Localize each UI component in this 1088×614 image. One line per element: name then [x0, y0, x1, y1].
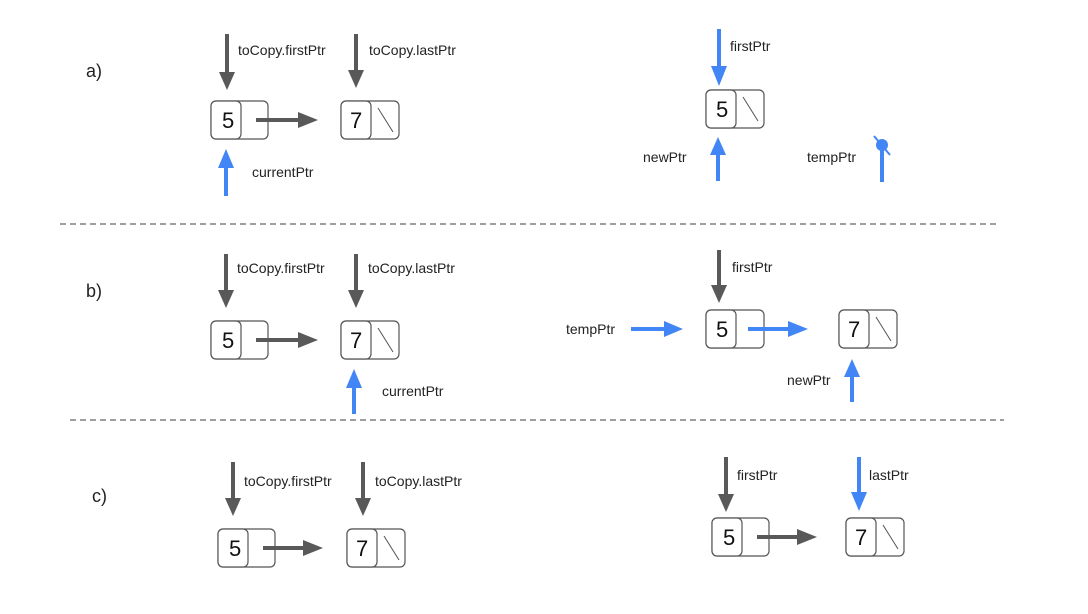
b-firstptr-arrow [711, 250, 727, 303]
b-node-5 [210, 320, 269, 360]
c-new-next-arrow [757, 529, 817, 545]
b-null-slash [377, 327, 394, 353]
b-tempptr-label: tempPtr [566, 321, 615, 337]
a-null-slash [377, 107, 394, 133]
b-new-node-5-value: 5 [716, 317, 728, 342]
section-b-label: b) [86, 281, 102, 301]
b-firstptr-label: firstPtr [732, 259, 773, 275]
b-currentptr-label: currentPtr [382, 383, 444, 399]
c-tocopy-lastptr-label: toCopy.lastPtr [375, 473, 462, 489]
b-tocopy-lastptr-label: toCopy.lastPtr [368, 260, 455, 276]
b-newptr-arrow [844, 359, 860, 402]
a-currentptr-arrow [218, 149, 234, 196]
a-next-arrow [256, 112, 318, 128]
c-tocopy-firstptr-arrow [225, 462, 241, 516]
a-node-5-value: 5 [222, 108, 234, 133]
b-tocopy-firstptr-label: toCopy.firstPtr [237, 260, 325, 276]
c-node-7 [346, 528, 406, 568]
c-firstptr-arrow [718, 457, 734, 512]
b-currentptr-arrow [346, 369, 362, 414]
c-node-5 [217, 528, 276, 568]
section-c-label: c) [92, 486, 107, 506]
a-firstptr-label: firstPtr [730, 38, 771, 54]
c-new-null-slash [882, 524, 899, 550]
a-node-7-value: 7 [350, 108, 362, 133]
a-node-5 [210, 100, 269, 140]
b-new-node-7-value: 7 [848, 317, 860, 342]
c-next-arrow [263, 540, 323, 556]
section-a-label: a) [86, 61, 102, 81]
c-null-slash [383, 535, 400, 561]
b-tempptr-arrow [631, 321, 683, 337]
b-new-node-5 [705, 309, 765, 349]
a-new-node-5-value: 5 [716, 97, 728, 122]
c-new-node-5-value: 5 [723, 525, 735, 550]
c-lastptr-arrow [851, 457, 867, 511]
a-tocopy-lastptr-arrow [348, 34, 364, 88]
a-newptr-label: newPtr [643, 149, 687, 165]
a-tocopy-lastptr-label: toCopy.lastPtr [369, 42, 456, 58]
c-node-7-value: 7 [356, 536, 368, 561]
b-tocopy-firstptr-arrow [218, 254, 234, 308]
c-new-node-7 [845, 517, 905, 557]
c-tocopy-firstptr-label: toCopy.firstPtr [244, 473, 332, 489]
b-node-7 [340, 320, 400, 360]
c-node-5-value: 5 [229, 536, 241, 561]
b-tocopy-lastptr-arrow [348, 254, 364, 308]
b-node-5-value: 5 [222, 328, 234, 353]
b-next-arrow [256, 332, 318, 348]
a-node-7 [340, 100, 400, 140]
a-newptr-arrow [710, 137, 726, 181]
c-new-node-5 [711, 517, 770, 557]
c-tocopy-lastptr-arrow [355, 462, 371, 516]
b-new-null-slash [875, 316, 892, 342]
b-node-7-value: 7 [350, 328, 362, 353]
a-tocopy-firstptr-arrow [219, 34, 235, 90]
c-new-node-7-value: 7 [855, 525, 867, 550]
a-tempptr-label: tempPtr [807, 149, 856, 165]
a-tocopy-firstptr-label: toCopy.firstPtr [238, 42, 326, 58]
b-new-next-arrow [748, 321, 808, 337]
a-currentptr-label: currentPtr [252, 164, 314, 180]
a-tempptr-null-pointer [873, 135, 891, 182]
a-new-node-5 [705, 89, 765, 129]
b-new-node-7 [838, 309, 898, 349]
c-lastptr-label: lastPtr [869, 467, 909, 483]
b-newptr-label: newPtr [787, 372, 831, 388]
a-new-null-slash [742, 96, 759, 122]
c-firstptr-label: firstPtr [737, 467, 778, 483]
a-firstptr-arrow [711, 29, 727, 86]
